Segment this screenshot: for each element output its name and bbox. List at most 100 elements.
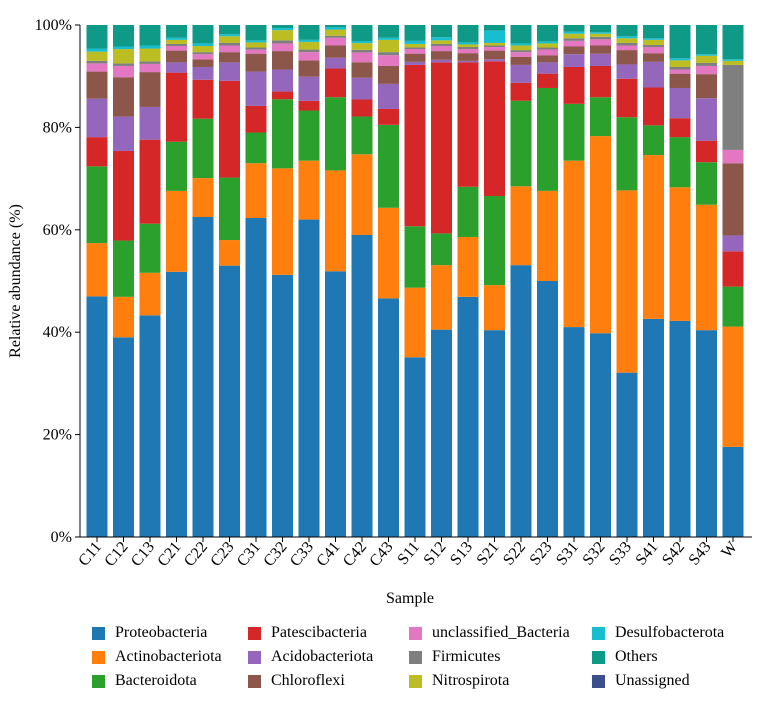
bar-segment-C22-desulfobacterota (192, 43, 214, 46)
bar-segment-C23-patescibacteria (219, 80, 240, 178)
legend-swatch (248, 674, 261, 688)
bar-segment-C23-proteobacteria (219, 265, 240, 537)
bar-segment-C43-firmicutes (378, 52, 399, 56)
bar-segment-C32-nitrospirota (272, 30, 293, 41)
x-tick-label: S42 (659, 539, 688, 569)
bar-segment-C33-chloroflexi (298, 60, 320, 77)
bar-segment-S32-chloroflexi (590, 45, 611, 54)
bar-segment-C22-acidobacteriota (192, 66, 214, 80)
bar-segment-S11-unclassified-bacteria (404, 49, 426, 54)
bar-segment-C33-firmicutes (298, 49, 320, 53)
bar-segment-C21-bacteroidota (166, 141, 187, 191)
bar-segment-S32-firmicutes (590, 36, 611, 40)
bar-segment-C43-actinobacteriota (378, 207, 399, 299)
bar-segment-S33-actinobacteriota (616, 190, 638, 373)
y-tick-label: 0% (51, 529, 72, 546)
bar-segment-S23-firmicutes (537, 47, 558, 50)
bar-segment-C42-bacteroidota (351, 116, 373, 155)
bar-segment-S31-chloroflexi (563, 46, 585, 55)
bar-segment-S41-proteobacteria (643, 318, 664, 537)
bar-segment-S33-patescibacteria (616, 78, 638, 118)
bar-segment-S41-firmicutes (643, 44, 664, 48)
bar-segment-S13-bacteroidota (457, 186, 479, 237)
bar-segment-C21-chloroflexi (166, 50, 187, 63)
bar-segment-C13-proteobacteria (139, 315, 161, 537)
bar-segment-C11-firmicutes (86, 60, 108, 64)
bar-segment-C31-bacteroidota (245, 132, 267, 164)
x-tick-label: C12 (101, 539, 131, 570)
legend-swatch (592, 650, 605, 664)
bar-segment-C42-desulfobacterota (351, 41, 373, 44)
bar-segment-S22-nitrospirota (510, 45, 532, 51)
bar-segment-S31-bacteroidota (563, 103, 585, 161)
bar-segment-C43-nitrospirota (378, 39, 399, 53)
x-tick-label: S41 (633, 539, 662, 569)
bar-segment-C11-nitrospirota (86, 51, 108, 61)
bar-segment-S31-acidobacteriota (563, 54, 585, 67)
legend-label: Nitrospirota (432, 672, 510, 689)
bar-segment-C11-bacteroidota (86, 166, 108, 244)
legend-item-bacteroidota: Bacteroidota (92, 671, 197, 691)
legend-item-firmicutes: Firmicutes (409, 647, 500, 667)
bar-segment-S22-desulfobacterota (510, 43, 532, 46)
bar-segment-C22-actinobacteriota (192, 178, 214, 217)
bar-segment-S11-chloroflexi (404, 53, 426, 62)
bar-segment-C32-unclassified-bacteria (272, 43, 293, 52)
bar-segment-C13-firmicutes (139, 61, 161, 64)
bar-segment-C32-patescibacteria (272, 91, 293, 100)
bar-segment-S13-actinobacteriota (457, 236, 479, 297)
bar-segment-C31-unclassified-bacteria (245, 49, 267, 54)
bar-segment-S11-bacteroidota (404, 226, 426, 288)
bar-segment-C12-actinobacteriota (113, 296, 134, 338)
bar-segment-C22-proteobacteria (192, 217, 214, 537)
y-tick-label: 80% (43, 119, 72, 136)
bar-segment-S21-desulfobacterota (484, 30, 505, 43)
bar-segment-C31-proteobacteria (245, 218, 267, 537)
bar-segment-C22-chloroflexi (192, 59, 214, 67)
bar-segment-C12-others (113, 25, 134, 47)
bar-segment-C13-acidobacteriota (139, 106, 161, 140)
bar-segment-C31-acidobacteriota (245, 71, 267, 106)
bar-segment-S31-patescibacteria (563, 66, 585, 104)
bar-segment-S13-firmicutes (457, 47, 479, 50)
bar-segment-S23-desulfobacterota (537, 41, 558, 44)
bar-segment-S11-patescibacteria (404, 64, 426, 227)
bar-segment-C12-nitrospirota (113, 49, 134, 64)
bar-segment-C43-patescibacteria (378, 108, 399, 125)
x-tick-label: C13 (128, 539, 158, 570)
y-tick-label: 20% (43, 427, 72, 444)
bar-segment-C32-proteobacteria (272, 274, 293, 537)
bar-segment-S31-firmicutes (563, 38, 585, 41)
bar-segment-C43-unclassified-bacteria (378, 55, 399, 66)
bar-segment-C41-actinobacteriota (325, 170, 346, 272)
bar-segment-S22-bacteroidota (510, 100, 532, 187)
bar-segment-W-desulfobacterota (722, 59, 744, 61)
legend-label: Desulfobacterota (615, 624, 725, 641)
bar-segment-C31-patescibacteria (245, 105, 267, 133)
bar-segment-C42-nitrospirota (351, 43, 373, 50)
bar-segment-S23-proteobacteria (537, 281, 558, 537)
bar-segment-C13-others (139, 25, 161, 46)
bar-segment-C12-proteobacteria (113, 337, 134, 537)
bar-segment-C12-firmicutes (113, 63, 134, 66)
bar-segment-C42-proteobacteria (351, 234, 373, 537)
bar-segment-S32-others (590, 25, 611, 33)
x-tick-label: C11 (75, 539, 105, 570)
bar-segment-C13-patescibacteria (139, 139, 161, 224)
bar-segment-S12-unclassified-bacteria (431, 45, 452, 52)
bar-segment-C41-chloroflexi (325, 45, 346, 58)
bar-segment-C22-patescibacteria (192, 79, 214, 119)
bar-segment-C23-bacteroidota (219, 177, 240, 241)
bar-segment-S22-unclassified-bacteria (510, 52, 532, 57)
bars-group (86, 25, 744, 537)
legend-label: unclassified_Bacteria (432, 624, 570, 641)
bar-segment-W-proteobacteria (722, 446, 744, 537)
bar-segment-C33-patescibacteria (298, 100, 320, 111)
bar-segment-S33-nitrospirota (616, 38, 638, 43)
bar-segment-C42-chloroflexi (351, 62, 373, 78)
bar-segment-C32-chloroflexi (272, 51, 293, 70)
bar-segment-C21-unclassified-bacteria (166, 45, 187, 51)
bar-segment-C23-others (219, 25, 240, 35)
bar-segment-C23-actinobacteriota (219, 240, 240, 266)
bar-segment-C23-firmicutes (219, 42, 240, 46)
